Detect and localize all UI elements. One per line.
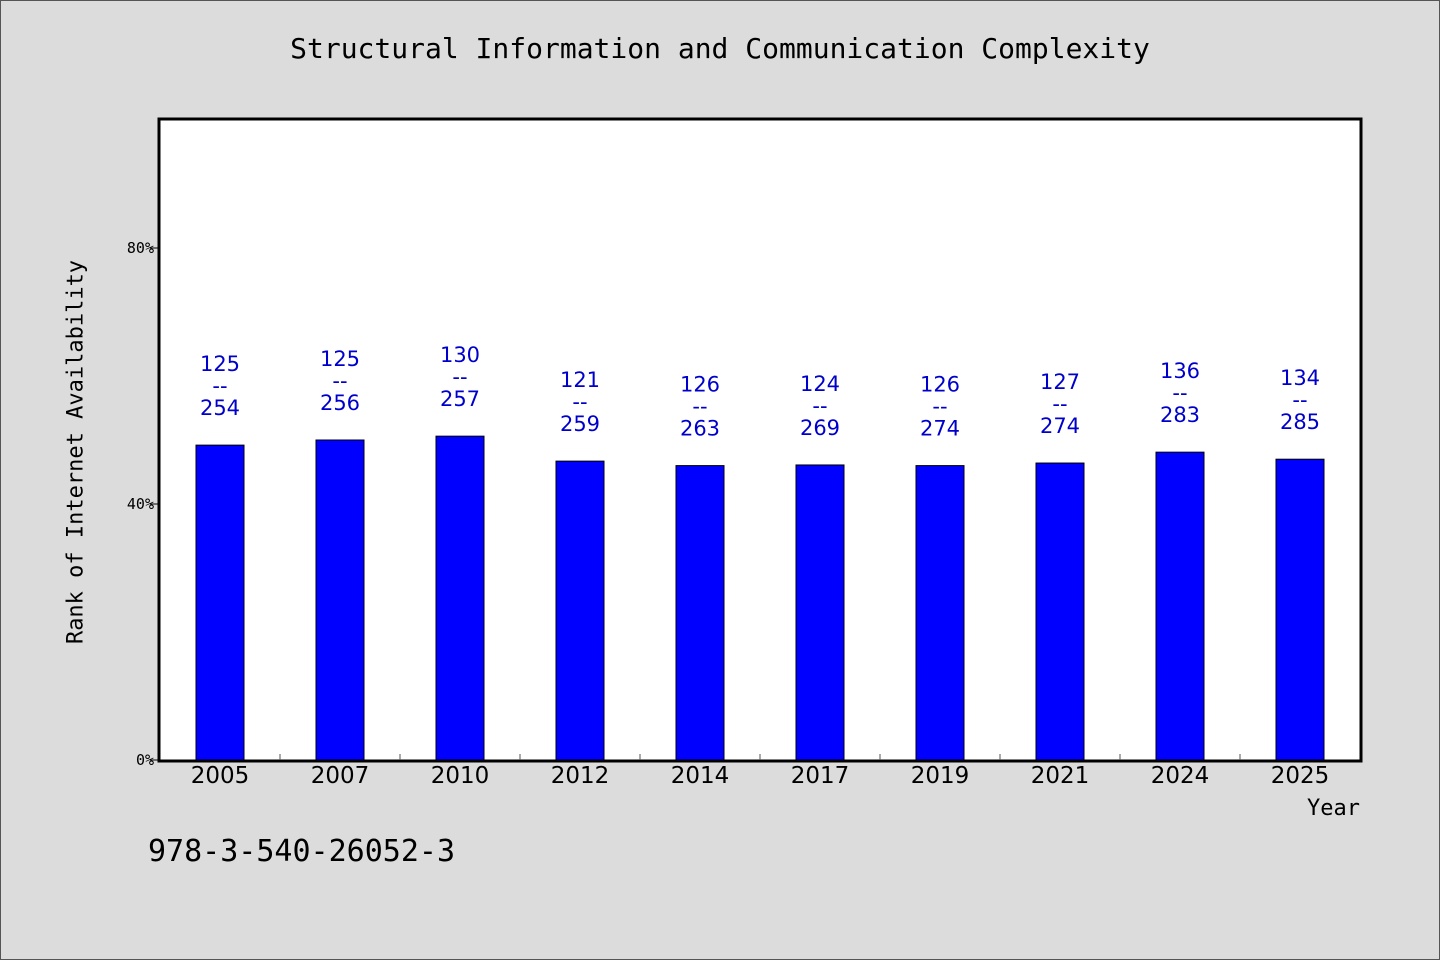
bar-label: -- — [1292, 388, 1307, 412]
x-tick-label: 2014 — [671, 763, 730, 789]
y-tick-label: 0% — [136, 751, 154, 769]
bar-label: 126 — [920, 373, 960, 397]
bar — [315, 439, 365, 761]
bar-label: -- — [572, 390, 587, 414]
bar — [675, 465, 725, 761]
x-tick-label: 2007 — [311, 763, 370, 789]
bar — [1275, 458, 1325, 761]
bar-label: 259 — [560, 412, 600, 436]
bars — [195, 435, 1325, 761]
bar-label: 134 — [1280, 366, 1320, 390]
isbn-footnote: 978-3-540-26052-3 — [148, 834, 456, 869]
bar-label: -- — [932, 395, 947, 419]
x-axis: 2005 2007 2010 2012 2014 2017 2019 2021 2024 2025 — [191, 754, 1330, 789]
bar-label: 124 — [800, 372, 840, 396]
y-axis-label: Rank of Internet Availability — [63, 259, 89, 645]
y-axis: 0% 40% 80% — [127, 239, 160, 769]
bar — [915, 465, 965, 761]
bar-label: -- — [452, 365, 467, 389]
x-tick-label: 2010 — [431, 763, 490, 789]
x-tick-label: 2019 — [911, 763, 970, 789]
x-tick-label: 2025 — [1271, 763, 1330, 789]
bar — [555, 460, 605, 761]
bar-label: 125 — [200, 352, 240, 376]
bar — [1155, 451, 1205, 761]
bar-label: 126 — [680, 373, 720, 397]
bar-label: 254 — [200, 396, 240, 420]
bar — [195, 444, 245, 761]
x-tick-label: 2021 — [1031, 763, 1090, 789]
bar-label: -- — [812, 394, 827, 418]
bar-label: 127 — [1040, 370, 1080, 394]
bar — [1035, 462, 1085, 761]
x-tick-label: 2017 — [791, 763, 850, 789]
bar-label: -- — [1052, 392, 1067, 416]
bar-label: -- — [212, 374, 227, 398]
x-tick-label: 2005 — [191, 763, 250, 789]
bar-labels: 125--254125--256130--257121--259126--263… — [200, 343, 1320, 440]
bar-label: 125 — [320, 347, 360, 371]
x-axis-label: Year — [1307, 796, 1360, 821]
bar-label: -- — [332, 369, 347, 393]
bar-label: -- — [1172, 381, 1187, 405]
bar-label: 274 — [1040, 414, 1080, 438]
bar-label: 283 — [1160, 403, 1200, 427]
bar-label: 285 — [1280, 410, 1320, 434]
y-tick-label: 40% — [127, 495, 154, 513]
bar-label: 257 — [440, 387, 480, 411]
x-tick-label: 2024 — [1151, 763, 1210, 789]
chart-title: Structural Information and Communication… — [290, 32, 1150, 65]
bar — [795, 464, 845, 761]
bar-label: 263 — [680, 417, 720, 441]
bar-label: 130 — [440, 343, 480, 367]
x-tick-label: 2012 — [551, 763, 610, 789]
bar-label: 121 — [560, 368, 600, 392]
bar-label: 274 — [920, 417, 960, 441]
bar — [435, 435, 485, 761]
y-tick-label: 80% — [127, 239, 154, 257]
bar-label: 269 — [800, 416, 840, 440]
bar-label: 136 — [1160, 359, 1200, 383]
bar-label: 256 — [320, 391, 360, 415]
bar-label: -- — [692, 395, 707, 419]
